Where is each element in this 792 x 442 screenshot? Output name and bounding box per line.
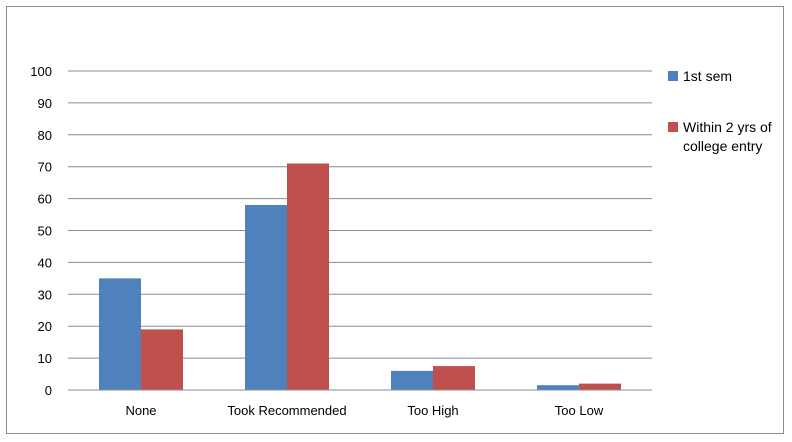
legend-swatch-series-1	[668, 71, 678, 81]
bar-series-2-took-recommended	[287, 163, 329, 390]
y-tick-label: 80	[38, 128, 52, 143]
legend-item-series-1: 1st sem	[668, 67, 786, 86]
x-tick-label: Too Low	[555, 403, 604, 418]
gridlines	[68, 70, 652, 359]
bar-series-1-took-recommended	[245, 204, 287, 390]
legend-swatch-series-2	[668, 122, 678, 132]
legend-label-series-2: Within 2 yrs of college entry	[683, 119, 772, 154]
y-tick-label: 100	[30, 64, 52, 79]
y-tick-label: 70	[38, 160, 52, 175]
y-axis-tick-labels: 0 10 20 30 40 50 60 70 80 90 100	[30, 64, 52, 398]
bar-series-2-none	[141, 329, 183, 390]
bar-series-1-none	[99, 278, 141, 390]
y-tick-label: 0	[45, 383, 52, 398]
x-tick-label: None	[125, 403, 156, 418]
y-tick-label: 50	[38, 224, 52, 239]
x-tick-label: Took Recommended	[227, 403, 346, 418]
bars	[99, 163, 621, 390]
legend-item-series-2: Within 2 yrs of college entry	[668, 118, 786, 156]
y-tick-label: 30	[38, 287, 52, 302]
bar-series-1-too-low	[537, 385, 579, 390]
bar-series-1-too-high	[391, 370, 433, 390]
x-tick-label: Too High	[407, 403, 458, 418]
bar-series-2-too-high	[433, 366, 475, 390]
y-tick-label: 90	[38, 96, 52, 111]
y-tick-label: 40	[38, 255, 52, 270]
x-axis-tick-labels: None Took Recommended Too High Too Low	[125, 403, 603, 418]
legend-label-series-1: 1st sem	[683, 68, 733, 84]
y-tick-label: 20	[38, 319, 52, 334]
y-tick-label: 60	[38, 192, 52, 207]
legend: 1st sem Within 2 yrs of college entry	[668, 67, 786, 188]
bar-series-2-too-low	[579, 383, 621, 390]
y-tick-label: 10	[38, 351, 52, 366]
